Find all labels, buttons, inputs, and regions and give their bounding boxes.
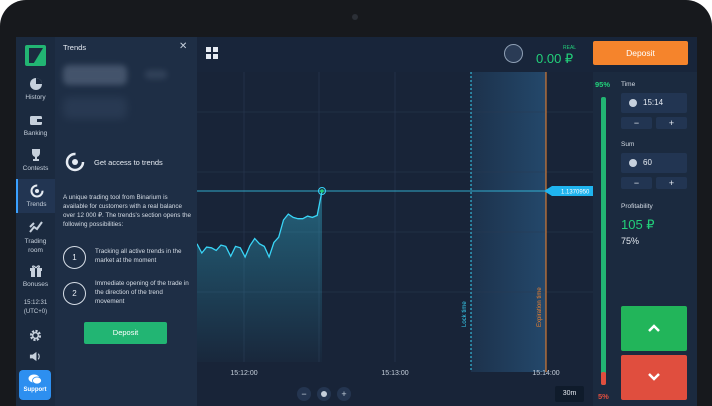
sidebar-item-history[interactable]: History (16, 77, 55, 101)
price-chart[interactable]: Lock time Expiration time 1.1370950 15:1… (197, 72, 593, 406)
blurred-preview (145, 70, 167, 79)
trends-icon (30, 184, 43, 198)
chevron-down-icon (648, 373, 660, 381)
expiration-zone (471, 72, 546, 372)
sidebar-item-contests[interactable]: Contests (16, 148, 55, 172)
sidebar-item-label: Bonuses (22, 281, 49, 288)
sidebar-item-label: Trends (26, 201, 47, 208)
step-number: 2 (63, 282, 86, 305)
grid-icon[interactable] (206, 47, 218, 59)
time-minus-button[interactable]: − (621, 117, 652, 129)
wallet-icon (29, 116, 42, 125)
trading-room-icon (28, 221, 43, 233)
zoom-reset-button[interactable] (317, 387, 331, 401)
sum-label: Sum (621, 141, 635, 148)
probability-bar-down (601, 372, 606, 385)
zoom-out-button[interactable]: − (297, 387, 311, 401)
sidebar-item-label: Trading room (24, 238, 47, 254)
step-number: 1 (63, 246, 86, 269)
support-button[interactable]: Support (19, 370, 51, 400)
sidebar-item-banking[interactable]: Banking (16, 113, 55, 137)
sidebar-item-label: History (25, 94, 46, 101)
sidebar-item-trends[interactable]: Trends (16, 179, 55, 213)
price-tag (544, 186, 593, 196)
time-tick: 15:12:00 (230, 370, 257, 377)
time-label: Time (621, 81, 636, 88)
call-up-button[interactable] (621, 306, 687, 351)
coin-icon (629, 159, 637, 167)
trends-title: Trends (63, 43, 87, 52)
gift-icon (29, 265, 42, 277)
balance: 0.00 ₽ (536, 51, 574, 66)
trends-icon (65, 152, 85, 172)
profitability-value: 105 ₽ (621, 217, 655, 232)
step-text: Immediate opening of the trade in the di… (95, 280, 189, 305)
last-price-dot (320, 189, 324, 193)
close-icon[interactable]: ✕ (179, 41, 188, 52)
sidebar: History Banking Contests Trends Trading … (16, 37, 55, 406)
app-screen: History Banking Contests Trends Trading … (16, 37, 697, 406)
sum-field[interactable]: 60 (621, 153, 687, 173)
sum-value: 60 (643, 158, 652, 167)
trophy-icon (31, 149, 40, 161)
clock-time: 15:12:31 (23, 300, 48, 306)
time-plus-button[interactable]: + (656, 117, 687, 129)
trends-deposit-button[interactable]: Deposit (84, 322, 167, 344)
sidebar-item-label: Contests (22, 165, 49, 172)
clock-icon (629, 99, 637, 107)
sidebar-item-label: Banking (23, 130, 48, 137)
trends-description: A unique trading tool from Binarium is a… (63, 194, 191, 228)
sidebar-item-bonuses[interactable]: Bonuses (16, 264, 55, 288)
lock-time-label: Lock time (462, 301, 468, 327)
zoom-in-button[interactable]: + (337, 387, 351, 401)
chevron-up-icon (648, 324, 660, 332)
trends-panel: Trends ✕ Get access to trends A unique t… (55, 37, 197, 406)
avatar[interactable] (504, 44, 523, 63)
probability-bar (601, 97, 606, 385)
account-type-label: REAL (563, 45, 577, 51)
price-line (197, 190, 323, 259)
step-text: Tracking all active trends in the market… (95, 248, 182, 264)
camera (352, 14, 358, 20)
price-area (197, 191, 322, 362)
blurred-preview (63, 65, 127, 85)
chat-icon (28, 374, 42, 385)
sound-icon[interactable] (29, 350, 42, 363)
clock: 15:12:31 (UTC+0) (16, 299, 55, 317)
sidebar-item-trading-room[interactable]: Trading room (16, 220, 55, 255)
history-icon (29, 78, 42, 90)
time-tick: 15:13:00 (381, 370, 408, 377)
binarium-logo[interactable] (25, 45, 46, 66)
target-icon (321, 391, 327, 397)
clock-timezone: (UTC+0) (23, 309, 48, 315)
blurred-preview (63, 97, 127, 119)
profitability-label: Profitability (621, 203, 653, 210)
last-price-point (318, 187, 326, 195)
time-field[interactable]: 15:14 (621, 93, 687, 113)
probability-down: 5% (598, 392, 609, 401)
probability-up: 95% (595, 80, 611, 89)
timeframe-selector[interactable]: 30m (555, 386, 584, 402)
sum-minus-button[interactable]: − (621, 177, 652, 189)
profitability-percent: 75% (621, 236, 640, 246)
expiration-time-label: Expiration time (537, 287, 543, 327)
gear-icon[interactable] (29, 329, 42, 342)
sum-plus-button[interactable]: + (656, 177, 687, 189)
time-tick: 15:14:00 (532, 370, 559, 377)
deposit-button[interactable]: Deposit (593, 41, 688, 65)
price-tag-value: 1.1370950 (561, 190, 590, 196)
support-label: Support (23, 387, 47, 393)
put-down-button[interactable] (621, 355, 687, 400)
time-value: 15:14 (643, 98, 664, 107)
access-title: Get access to trends (94, 158, 163, 167)
